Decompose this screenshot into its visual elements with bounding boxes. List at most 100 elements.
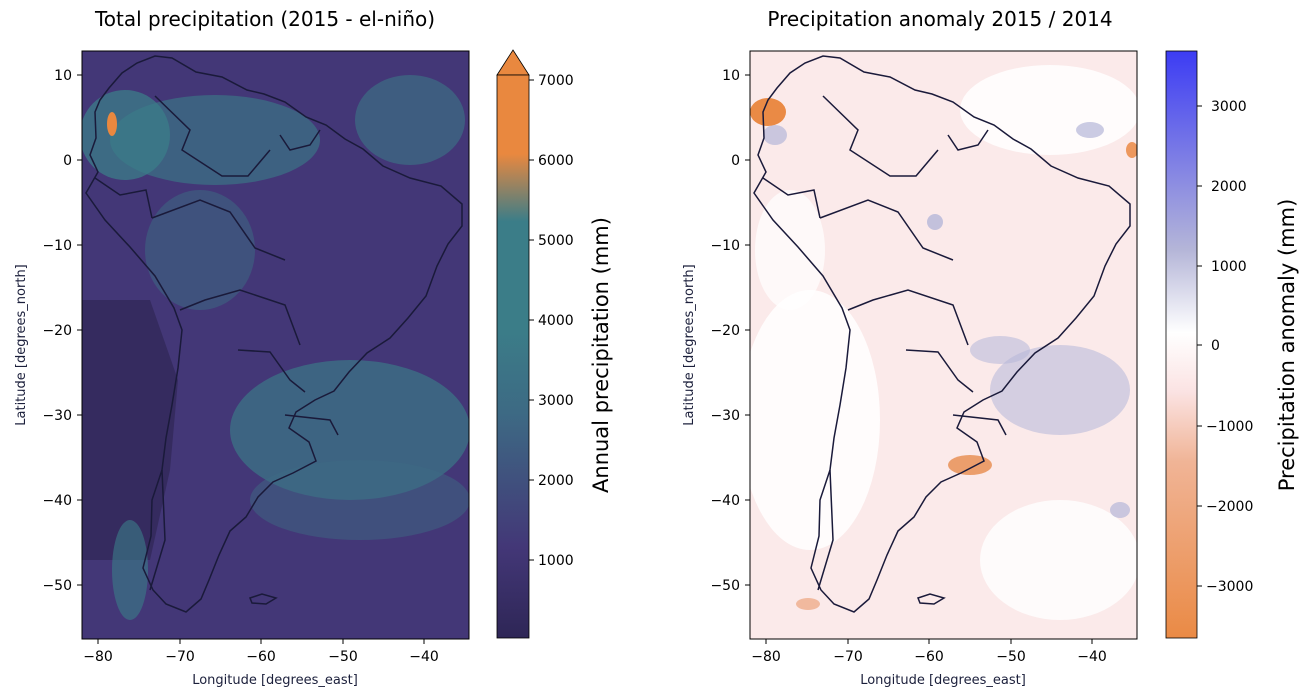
border-guianas: [279, 129, 321, 151]
colorbar-tick-label: 0: [1211, 338, 1220, 354]
border-bolivia: [847, 289, 969, 346]
colorbar-tick-label: 4000: [538, 313, 574, 329]
border-guianas: [947, 129, 989, 151]
y-tick-label: −40: [710, 493, 740, 509]
falkland-islands: [917, 593, 946, 605]
y-tick-label: −40: [42, 493, 72, 509]
border-uruguay: [284, 414, 339, 436]
precipitation-anomaly-panel: Precipitation anomaly 2015 / 2014: [682, 7, 1299, 688]
colorbar-gradient: [1165, 50, 1198, 639]
colorbar-label: Precipitation anomaly (mm): [1275, 199, 1299, 492]
precipitation-colorbar: 1000 2000 3000 4000 5000 6000 7000 Annua…: [496, 49, 613, 639]
tick-marks: [77, 74, 425, 644]
y-tick-label: 10: [54, 68, 72, 84]
country-borders: [94, 95, 339, 591]
y-tick-label: −50: [42, 578, 72, 594]
negative-anomaly-region: [948, 455, 992, 475]
y-tick-label: −50: [710, 578, 740, 594]
x-tick-label: −50: [996, 649, 1026, 665]
colorbar-tick-label: −2000: [1206, 499, 1253, 515]
x-tick-label: −40: [1077, 649, 1107, 665]
colorbar-extend-arrow: [496, 49, 530, 76]
negative-anomaly-region: [796, 598, 820, 610]
border-ecuador-peru: [762, 177, 821, 219]
y-tick-label: 0: [63, 153, 72, 169]
precipitation-map: [82, 51, 469, 639]
extreme-precipitation-spot: [107, 112, 117, 136]
negative-anomaly-region: [1126, 142, 1137, 158]
border-uruguay: [952, 414, 1007, 436]
border-chile-argentina: [817, 469, 834, 591]
positive-anomaly-region: [1076, 122, 1104, 138]
colorbar-gradient: [496, 74, 530, 639]
falkland-islands: [249, 593, 278, 605]
y-tick-label: −10: [42, 238, 72, 254]
axes-frame: [81, 50, 470, 640]
country-borders: [762, 95, 1007, 591]
colorbar-tick-label: 2000: [538, 473, 574, 489]
x-tick-label: −80: [83, 649, 113, 665]
total-precipitation-panel: Total precipitation (2015 - el-niño): [14, 7, 613, 688]
panel-title: Total precipitation (2015 - el-niño): [94, 7, 435, 31]
anomaly-map: [750, 51, 1137, 639]
colorbar-tick-label: −1000: [1206, 419, 1253, 435]
positive-anomaly-region: [927, 214, 943, 230]
positive-anomaly-region: [763, 125, 787, 145]
y-tick-label: −10: [710, 238, 740, 254]
colorbar-tick-label: 3000: [538, 393, 574, 409]
x-tick-label: −70: [165, 649, 195, 665]
panel-title: Precipitation anomaly 2015 / 2014: [767, 7, 1112, 31]
wet-region-atlantic-north: [355, 75, 465, 165]
border-colombia-venezuela: [822, 95, 939, 177]
border-peru-brazil: [151, 199, 286, 261]
x-tick-label: −60: [914, 649, 944, 665]
colorbar-tick-label: 5000: [538, 233, 574, 249]
wet-region-amazon-north: [110, 95, 320, 185]
y-tick-label: −20: [710, 323, 740, 339]
axes-frame: [749, 50, 1138, 640]
wet-region-andes-east: [145, 190, 255, 310]
wet-region-south-atlantic-2: [250, 460, 469, 540]
positive-anomaly-region: [990, 345, 1130, 435]
x-tick-label: −70: [833, 649, 863, 665]
y-tick-label: 0: [731, 153, 740, 169]
x-tick-label: −80: [751, 649, 781, 665]
y-tick-label: −20: [42, 323, 72, 339]
tick-marks: [745, 74, 1093, 644]
positive-anomaly-region: [1110, 502, 1130, 518]
colorbar-tick-label: 3000: [1211, 99, 1247, 115]
colorbar-tick-label: 6000: [538, 153, 574, 169]
border-chile-argentina: [149, 469, 166, 591]
anomaly-colorbar: −3000 −2000 −1000 0 1000 2000 3000 Preci…: [1165, 50, 1299, 639]
y-tick-label: −30: [710, 408, 740, 424]
x-tick-label: −60: [246, 649, 276, 665]
neutral-region: [750, 290, 880, 550]
border-colombia-venezuela: [154, 95, 271, 177]
x-tick-label: −40: [409, 649, 439, 665]
colorbar-tick-label: 7000: [538, 73, 574, 89]
colorbar-tick-marks: [1197, 105, 1202, 587]
border-paraguay: [237, 349, 306, 393]
colorbar-tick-label: −3000: [1206, 579, 1253, 595]
neutral-region: [755, 190, 825, 310]
neutral-region: [960, 65, 1137, 155]
x-tick-label: −50: [328, 649, 358, 665]
positive-anomaly-region: [970, 336, 1030, 364]
colorbar-label: Annual precipitation (mm): [589, 217, 613, 493]
y-tick-label: −30: [42, 408, 72, 424]
y-axis-label: Latitude [degrees_north]: [682, 264, 697, 425]
border-ecuador-peru: [94, 177, 153, 219]
y-axis-label: Latitude [degrees_north]: [14, 264, 29, 425]
border-peru-brazil: [819, 199, 954, 261]
y-tick-label: 10: [722, 68, 740, 84]
negative-anomaly-region: [750, 98, 786, 126]
wet-region-chile-south: [112, 520, 148, 620]
colorbar-tick-label: 2000: [1211, 179, 1247, 195]
x-axis-label: Longitude [degrees_east]: [860, 673, 1026, 688]
colorbar-tick-label: 1000: [538, 553, 574, 569]
border-bolivia: [179, 289, 301, 346]
colorbar-tick-label: 1000: [1211, 259, 1247, 275]
border-paraguay: [905, 349, 974, 393]
neutral-region: [980, 500, 1137, 620]
